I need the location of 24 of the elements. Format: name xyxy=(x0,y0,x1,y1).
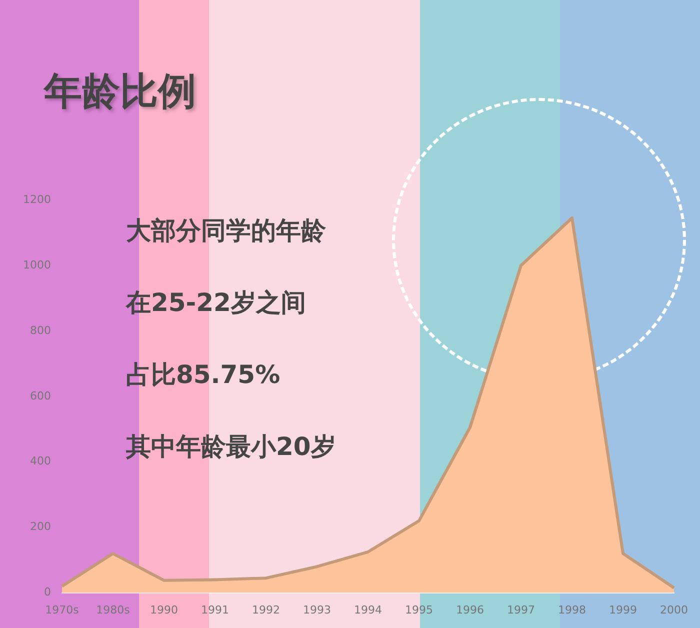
annotation: 其中年龄最小20岁 xyxy=(126,431,336,463)
x-tick-label: 1990 xyxy=(150,603,178,616)
x-tick-label: 1993 xyxy=(302,603,331,616)
x-tick-label: 1999 xyxy=(609,603,637,616)
x-tick-label: 1998 xyxy=(558,603,586,616)
y-tick-label: 400 xyxy=(30,454,51,468)
annotation: 在25-22岁之间 xyxy=(126,287,307,319)
y-tick-label: 0 xyxy=(44,586,51,599)
y-tick-label: 200 xyxy=(30,520,51,534)
x-tick-label: 1994 xyxy=(354,603,382,616)
x-tick-label: 1991 xyxy=(200,603,229,616)
y-tick-label: 800 xyxy=(30,324,51,337)
x-tick-label: 1996 xyxy=(456,603,484,616)
x-tick-label: 1992 xyxy=(252,603,280,616)
annotation: 占比85.75% xyxy=(126,359,282,391)
annotation: 大部分同学的年龄 xyxy=(126,215,327,247)
x-tick-label: 1970s xyxy=(45,603,80,616)
y-tick-label: 1200 xyxy=(22,192,51,206)
x-tick-label: 1997 xyxy=(507,603,535,616)
x-tick-label: 1980s xyxy=(96,603,130,616)
y-tick-label: 600 xyxy=(30,389,51,402)
x-tick-label: 2000 xyxy=(660,603,688,616)
y-tick-label: 1000 xyxy=(22,258,51,272)
chart-title: 年龄比例 xyxy=(44,67,196,115)
